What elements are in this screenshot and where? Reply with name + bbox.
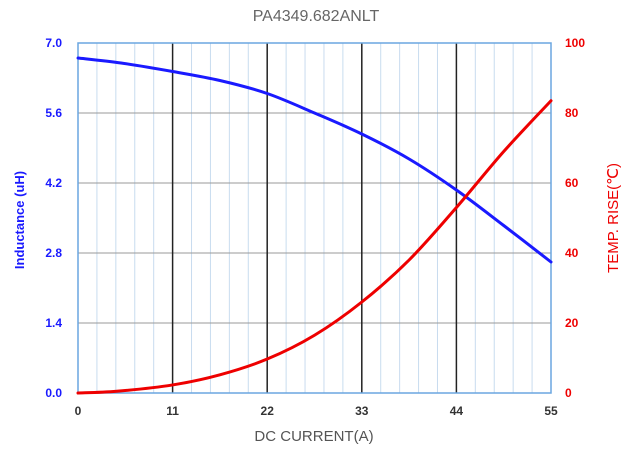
left-y-tick-label: 1.4: [45, 316, 62, 330]
tick-labels: 0 11 22 33 44 55 0.0 1.4 2.8 4.2 5.6 7.0 0 20 40 60 80 10…: [45, 36, 585, 418]
chart-title: PA4349.682ANLT: [253, 8, 380, 25]
left-y-tick-label: 5.6: [45, 106, 62, 120]
plot-frame: [77, 42, 552, 394]
right-axis-title: TEMP. RISE(℃): [605, 163, 622, 273]
left-y-tick-label: 2.8: [45, 246, 62, 260]
left-y-tick-label: 7.0: [45, 36, 62, 50]
left-axis-title: Inductance (uH): [12, 171, 27, 269]
x-tick-label: 33: [355, 404, 369, 418]
right-y-tick-label: 20: [565, 316, 579, 330]
right-y-tick-label: 60: [565, 176, 579, 190]
right-y-tick-label: 100: [565, 36, 585, 50]
x-tick-label: 55: [544, 404, 558, 418]
x-tick-label: 0: [75, 404, 82, 418]
right-y-tick-label: 80: [565, 106, 579, 120]
left-y-tick-label: 0.0: [45, 386, 62, 400]
temp-rise-curve: [76, 99, 553, 395]
x-tick-label: 11: [166, 404, 179, 418]
x-tick-label: 22: [261, 404, 275, 418]
right-y-tick-label: 0: [565, 386, 572, 400]
left-y-tick-label: 4.2: [45, 176, 62, 190]
inductance-curve: [76, 56, 553, 264]
series-layer: [76, 56, 553, 395]
plot-grid: [77, 42, 552, 394]
x-tick-label: 44: [450, 404, 464, 418]
right-y-tick-label: 40: [565, 246, 579, 260]
x-axis-title: DC CURRENT(A): [254, 428, 373, 445]
